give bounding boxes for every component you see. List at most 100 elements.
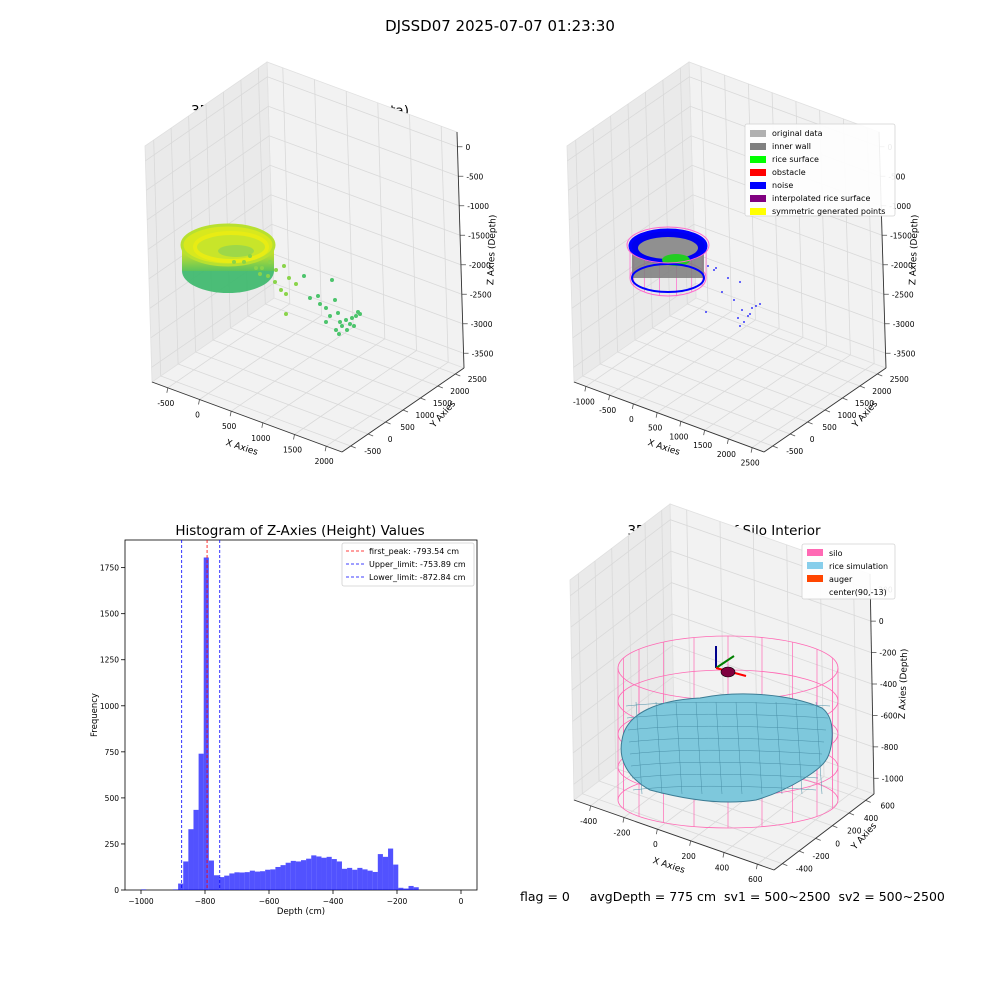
histogram-bar [270,869,276,890]
raw-point [318,302,322,306]
z-tick-label: -3500 [894,349,916,358]
classify-3d-axes: -1000-50005001000150020002500-5000500100… [566,61,921,468]
y-tick-label: 0 [835,839,840,848]
histogram-bar [352,869,358,890]
x-tick [229,411,232,417]
histogram-bar [336,861,342,890]
y-gridline [610,115,808,423]
x-tick-label: -500 [157,399,174,408]
rice-mesh-line [795,701,803,795]
legend-label: original data [772,129,823,138]
y-axis-line [773,793,875,871]
y-tick [350,445,356,449]
histogram-bar [229,873,235,890]
legend-swatch [750,143,766,150]
histogram-bar [260,871,266,890]
legend-label: Upper_limit: -753.89 cm [369,560,466,569]
raw-point [336,311,340,315]
x-tick [622,817,625,823]
silo-wire-top [626,226,710,264]
histogram-bar [413,887,419,890]
y-gridline [153,139,351,447]
x-tick-label: 2000 [315,457,334,466]
x-tick-label: 1500 [283,446,302,455]
histogram-bar [265,869,271,890]
sv2-text: sv2 = 500~2500 [838,889,945,904]
raw-point [334,328,338,332]
legend-label: inner wall [772,142,811,151]
x-tick-label: 2500 [741,459,760,468]
histogram-bar [362,869,368,890]
z-gridline [147,164,461,250]
raw-point [350,316,354,320]
noise-point [727,277,729,279]
z-tick-label: -800 [881,743,898,752]
z-gridline [146,135,460,221]
noise-point [755,305,757,307]
raw-point [340,324,344,328]
legend-label: Lower_limit: -872.84 cm [369,573,466,582]
x-gridline [757,568,858,865]
y-tick-label: -400 [796,865,813,874]
y-tick-label: 2000 [872,387,891,396]
histogram-bar [372,871,378,890]
rice-mesh-line [632,785,817,791]
y-tick-label: -500 [364,447,381,456]
legend-label: rice simulation [829,562,888,571]
legend-label: obstacle [772,168,806,177]
y-tick [832,825,838,829]
z-tick-label: -600 [881,711,898,720]
histogram-bar [408,885,414,890]
histogram-bar [178,883,184,890]
rice-mesh-line [715,701,723,795]
rice-mesh-line [635,701,643,795]
rice-mesh-line [628,737,825,743]
raw-point [333,298,337,302]
legend-swatch [807,575,823,582]
raw-point [328,314,332,318]
x-tick-label: -200 [613,829,630,838]
inner-wall-top [638,237,698,259]
histogram-bar [254,871,261,890]
y-gridline [170,127,369,435]
raw-point [268,260,272,264]
z-tick-label: -1500 [468,231,490,240]
histogram-bar [306,858,312,890]
noise-point [733,299,735,301]
x-tick-label: 1000 [251,434,270,443]
y-tick [815,837,821,841]
z-axis-line [869,573,875,795]
z-tick-label: -3000 [471,320,493,329]
legend-swatch [750,130,766,137]
x-tick-label: 0 [195,411,200,420]
raw-point [348,322,352,326]
x-tick [679,421,682,427]
noise-point [743,321,745,323]
x-axis-line [151,381,343,453]
x-gridline [325,126,449,447]
sv1-text: sv1 = 500~2500 [724,889,831,904]
raw-point [284,312,288,316]
legend-label: symmetric generated points [772,207,885,216]
z-tick-label: 0 [879,617,884,626]
y-tick-label: 500 [105,794,120,803]
histogram-bar [388,848,394,890]
histogram-legend-box [341,542,475,587]
z-tick-label: -1000 [467,202,489,211]
x-tick [703,430,706,436]
z-gridline [570,194,884,280]
z-tick-label: -1000 [882,774,904,783]
x-gridline [609,75,733,396]
x-tick-label: -1000 [573,397,595,406]
x-tick-label: 2000 [717,450,736,459]
raw-point [354,314,358,318]
raw-point [308,296,312,300]
histogram-bar [275,866,281,890]
x-tick-label: 500 [222,422,237,431]
x-tick [166,387,169,393]
x-axis-line [573,381,765,453]
rice-mesh-line [775,701,783,795]
raw-point [345,328,349,332]
x-tick-label: 500 [648,424,663,433]
